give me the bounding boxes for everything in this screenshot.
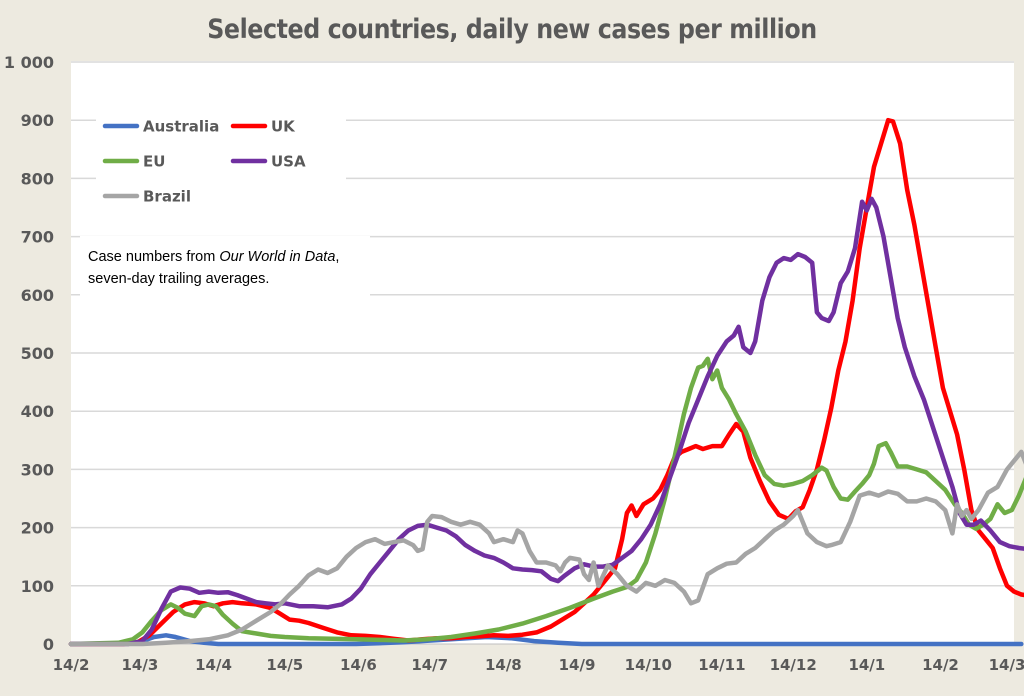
legend-label-australia: Australia	[143, 118, 219, 136]
x-tick-label: 14/5	[266, 656, 303, 674]
annotation-source: Our World in Data	[219, 249, 335, 265]
y-tick-label: 600	[21, 286, 54, 305]
y-tick-label: 200	[21, 519, 54, 538]
annotation-line-2: seven-day trailing averages.	[88, 271, 269, 287]
y-axis: 0 100 200 300 400 500 600 700 800 900 1 000	[4, 53, 54, 654]
series-group	[68, 117, 1024, 647]
y-tick-label: 100	[21, 577, 54, 596]
series-line-usa	[68, 196, 1024, 647]
annotation-box	[80, 236, 370, 296]
x-tick-label: 14/3	[121, 656, 158, 674]
legend-label-usa: USA	[271, 153, 306, 171]
legend-label-eu: EU	[143, 153, 165, 171]
y-tick-label: 500	[21, 344, 54, 363]
x-axis: 14/2 14/3 14/4 14/5 14/6 14/7 14/8 14/9 14/10 14/…	[53, 656, 1024, 674]
y-tick-label: 300	[21, 460, 54, 479]
y-tick-label: 400	[21, 402, 54, 421]
legend: Australia UK EU USA Brazil	[102, 118, 306, 206]
annotation-line-1: Case numbers from Our World in Data,	[88, 249, 339, 265]
annotation-prefix: Case numbers from	[88, 249, 219, 265]
y-tick-label: 900	[21, 111, 54, 130]
x-tick-label: 14/3	[989, 656, 1024, 674]
x-tick-label: 14/11	[698, 656, 745, 674]
series-line-australia	[68, 633, 1024, 647]
y-tick-label: 0	[43, 635, 54, 654]
series-line-brazil	[68, 449, 1024, 647]
y-tick-label: 700	[21, 228, 54, 247]
y-tick-label: 800	[21, 169, 54, 188]
chart-title: Selected countries, daily new cases per …	[207, 14, 817, 45]
x-tick-label: 14/6	[340, 656, 377, 674]
x-tick-label: 14/12	[770, 656, 817, 674]
legend-label-uk: UK	[271, 118, 296, 136]
x-tick-label: 14/2	[53, 656, 90, 674]
x-tick-label: 14/9	[559, 656, 596, 674]
x-tick-label: 14/2	[922, 656, 959, 674]
y-tick-label: 1 000	[4, 53, 54, 72]
x-tick-label: 14/8	[485, 656, 522, 674]
x-tick-label: 14/10	[625, 656, 672, 674]
x-tick-label: 14/1	[848, 656, 885, 674]
annotation-suffix: ,	[335, 249, 339, 265]
legend-label-brazil: Brazil	[143, 188, 191, 206]
series-line-uk	[68, 117, 1024, 647]
x-tick-label: 14/4	[195, 656, 232, 674]
x-tick-label: 14/7	[411, 656, 448, 674]
